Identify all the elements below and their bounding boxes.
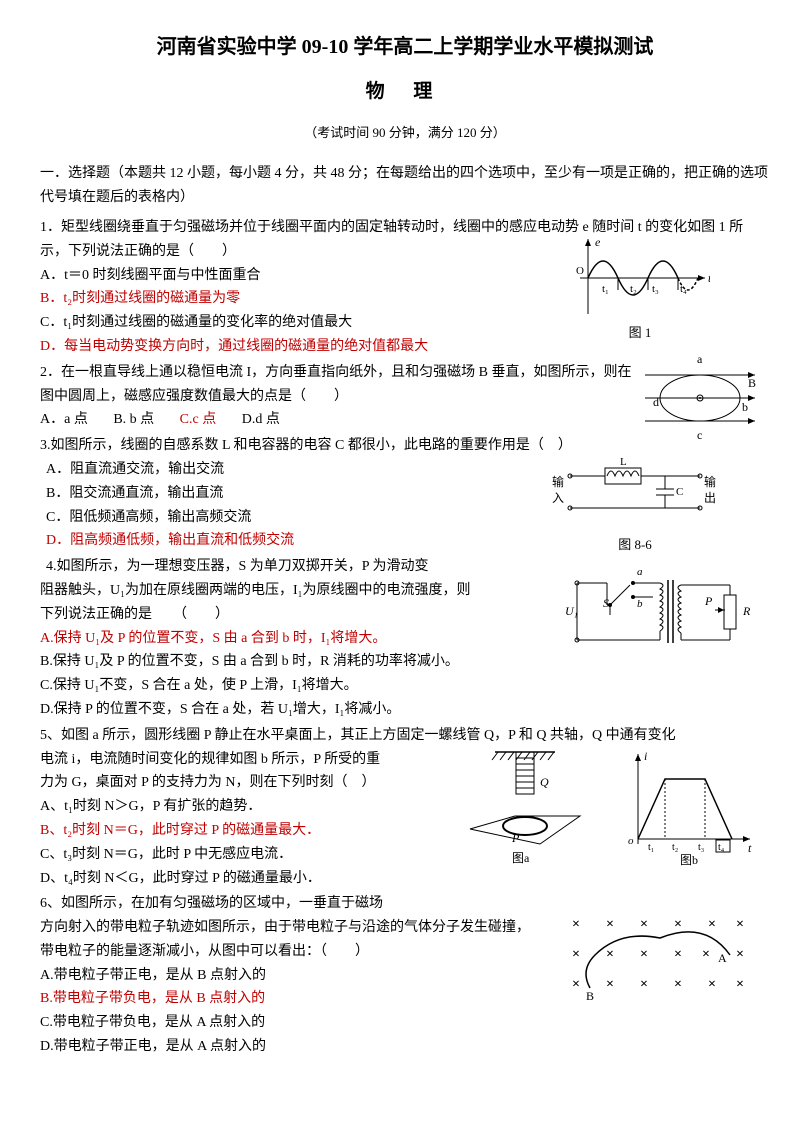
question-2: a B b d c 2．在一根直导线上通以稳恒电流 I，方向垂直指向纸外，且和匀… bbox=[40, 361, 770, 432]
svg-text:出: 出 bbox=[704, 491, 716, 505]
svg-text:d: d bbox=[653, 395, 659, 409]
question-1: t e O t₁ t₂ t₃ t₄ 图 1 1．矩型线圈绕垂直于匀强磁场并位于线… bbox=[40, 216, 770, 359]
svg-text:t₂: t₂ bbox=[630, 283, 637, 295]
svg-text:Q: Q bbox=[540, 775, 549, 789]
svg-text:t₁: t₁ bbox=[648, 842, 654, 853]
exam-title: 河南省实验中学 09-10 学年高二上学期学业水平模拟测试 bbox=[40, 30, 770, 64]
svg-text:e: e bbox=[595, 235, 601, 249]
figure-2: a B b d c bbox=[640, 351, 760, 446]
svg-text:×: × bbox=[572, 977, 580, 992]
figure-6: × × × × × × × × × × × × × × × × × × A B bbox=[560, 910, 750, 1010]
svg-text:i: i bbox=[644, 749, 647, 763]
svg-text:L: L bbox=[620, 456, 627, 468]
q6-opt-d: D.带电粒子带正电，是从 A 点射入的 bbox=[40, 1035, 770, 1059]
svg-text:×: × bbox=[708, 917, 716, 932]
svg-text:b: b bbox=[742, 400, 748, 414]
q4-opt-c: C.保持 U₁不变，S 合在 a 处，使 P 上滑，I₁将增大。 bbox=[40, 674, 770, 698]
svg-text:t: t bbox=[748, 841, 752, 855]
svg-text:t₃: t₃ bbox=[652, 283, 659, 295]
svg-text:输: 输 bbox=[704, 474, 716, 489]
svg-text:b: b bbox=[637, 598, 643, 610]
figure-3-label: 图 8-6 bbox=[550, 534, 720, 556]
figure-5: Q P 图a i t o t₁ t₂ t₃ t₄ 图b bbox=[460, 744, 760, 869]
svg-text:A: A bbox=[718, 951, 727, 965]
figure-4: a b S U₁ bbox=[565, 555, 765, 660]
exam-info: （考试时间 90 分钟，满分 120 分） bbox=[40, 122, 770, 144]
q2-opt-d: D.d 点 bbox=[242, 408, 280, 432]
svg-text:×: × bbox=[640, 917, 648, 932]
q5-opt-d: D、t₄时刻 N＜G，此时穿过 P 的磁通量最小． bbox=[40, 867, 770, 891]
svg-text:a: a bbox=[697, 352, 703, 366]
svg-text:t₄: t₄ bbox=[718, 842, 725, 853]
svg-text:×: × bbox=[736, 917, 744, 932]
svg-text:×: × bbox=[736, 947, 744, 962]
figure-1: t e O t₁ t₂ t₃ t₄ 图 1 bbox=[570, 234, 710, 344]
figure-3: L C 输 入 输 出 图 8-6 bbox=[550, 456, 720, 556]
svg-text:U₁: U₁ bbox=[565, 604, 578, 618]
svg-text:×: × bbox=[640, 977, 648, 992]
svg-text:×: × bbox=[674, 917, 682, 932]
svg-text:×: × bbox=[606, 977, 614, 992]
q2-opt-c: C.c 点 bbox=[180, 408, 217, 432]
svg-text:C: C bbox=[676, 486, 683, 498]
question-4: a b S U₁ bbox=[40, 555, 770, 722]
svg-text:×: × bbox=[702, 947, 710, 962]
svg-text:×: × bbox=[572, 917, 580, 932]
svg-text:t₁: t₁ bbox=[602, 283, 609, 295]
svg-text:×: × bbox=[606, 947, 614, 962]
svg-text:P: P bbox=[704, 594, 713, 608]
svg-text:×: × bbox=[736, 977, 744, 992]
subject-title: 物 理 bbox=[40, 76, 770, 108]
section-one-intro: 一．选择题（本题共 12 小题，每小题 4 分，共 48 分；在每题给出的四个选… bbox=[40, 162, 770, 210]
question-3: 3.如图所示，线圈的自感系数 L 和电容器的电容 C 都很小，此电路的重要作用是… bbox=[40, 434, 770, 553]
svg-text:t: t bbox=[708, 271, 710, 285]
svg-text:×: × bbox=[640, 947, 648, 962]
svg-text:t₃: t₃ bbox=[698, 842, 704, 853]
question-5: 5、如图 a 所示，圆形线圈 P 静止在水平桌面上，其正上方固定一螺线管 Q，P… bbox=[40, 724, 770, 891]
q6-opt-c: C.带电粒子带负电，是从 A 点射入的 bbox=[40, 1011, 770, 1035]
svg-text:t₂: t₂ bbox=[672, 842, 678, 853]
q4-opt-d: D.保持 P 的位置不变，S 合在 a 处，若 U₁增大，I₁将减小。 bbox=[40, 698, 770, 722]
svg-text:×: × bbox=[572, 947, 580, 962]
q3-stem: 3.如图所示，线圈的自感系数 L 和电容器的电容 C 都很小，此电路的重要作用是… bbox=[40, 434, 770, 458]
svg-text:a: a bbox=[637, 566, 643, 578]
svg-text:S: S bbox=[603, 596, 609, 610]
q2-opt-b: B. b 点 bbox=[113, 408, 154, 432]
svg-text:入: 入 bbox=[552, 491, 564, 505]
svg-text:图a: 图a bbox=[512, 851, 530, 865]
question-6: 6、如图所示，在加有匀强磁场的区域中，一垂直于磁场 ×××××× ×××××× … bbox=[40, 892, 770, 1059]
svg-text:o: o bbox=[628, 835, 634, 847]
svg-text:×: × bbox=[708, 977, 716, 992]
svg-text:图b: 图b bbox=[680, 853, 698, 867]
svg-text:×: × bbox=[606, 917, 614, 932]
svg-text:t₄: t₄ bbox=[680, 283, 687, 295]
svg-text:B: B bbox=[586, 989, 594, 1003]
svg-text:O: O bbox=[576, 265, 584, 277]
svg-text:×: × bbox=[674, 977, 682, 992]
svg-text:R: R bbox=[742, 604, 751, 618]
svg-text:B: B bbox=[748, 376, 756, 390]
svg-text:输: 输 bbox=[552, 474, 564, 489]
figure-1-label: 图 1 bbox=[570, 322, 710, 344]
svg-text:P: P bbox=[511, 831, 520, 845]
svg-text:×: × bbox=[674, 947, 682, 962]
q2-opt-a: A．a 点 bbox=[40, 408, 88, 432]
